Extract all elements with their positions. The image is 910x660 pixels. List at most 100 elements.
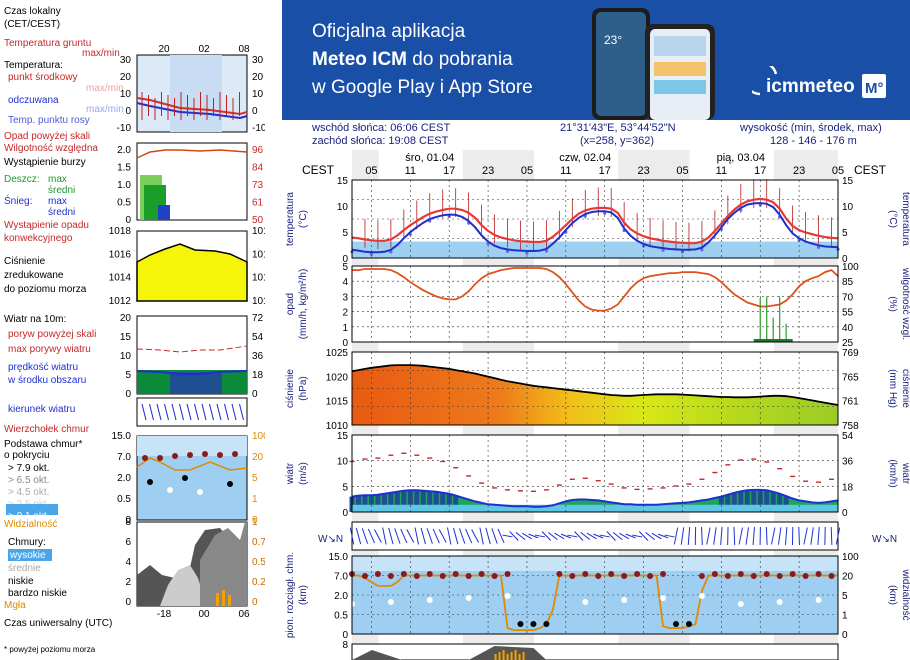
wind-speed-column [725, 494, 731, 512]
wind-direction-arrow [752, 527, 755, 545]
cover-area [352, 650, 402, 660]
wind-direction-arrow [745, 527, 749, 545]
wind-speed-column [738, 491, 744, 512]
wind-speed-column [394, 491, 400, 512]
legend-right-tick: 20 [252, 72, 264, 83]
wind-speed-column [362, 495, 368, 512]
legend-temp-maxmin: max/min [86, 83, 124, 94]
info-bar: wschód słońca: 06:06 CEST zachód słońca:… [282, 120, 910, 150]
wind-direction-arrow [509, 531, 519, 541]
legend-right-tick: 100 [252, 431, 265, 442]
legend-direction-arrow [224, 403, 229, 421]
icmmeteo-logo: icmmeteo M° [752, 66, 886, 98]
right-axis-tick: 20 [842, 572, 854, 583]
cloud-top-dot [789, 571, 796, 577]
legend-cloud-dot [232, 451, 238, 457]
left-axis-tick: 15 [337, 431, 349, 442]
wind-direction-arrow [426, 528, 433, 544]
legend-dew: Temp. punktu rosy [8, 115, 90, 126]
hour-tick: 11 [405, 165, 416, 177]
legend-cloud-dot [147, 479, 153, 485]
wind-direction-arrow [560, 533, 571, 539]
wind-direction-arrow [485, 527, 491, 545]
legend-left-tick: 2 [125, 577, 131, 588]
cover-area [468, 646, 547, 660]
left-axis-unit: (m/s) [298, 462, 309, 485]
left-axis-tick: 1010 [326, 421, 349, 432]
left-axis-unit: (hPa) [298, 376, 309, 400]
cloud-top-dot [556, 571, 563, 577]
legend-opad-scale: Opad powyżej skali [4, 131, 90, 142]
wind-direction-arrow [388, 527, 394, 545]
logo-brand: icmmeteo [766, 76, 855, 97]
cloud-top-dot [634, 571, 641, 577]
right-axis-tick: 100 [842, 262, 859, 273]
logo-badge: M° [865, 80, 884, 97]
legend-time-label-2: (CET/CEST) [4, 19, 60, 30]
legend-direction-arrow [149, 403, 154, 421]
legend-ground-temp: Temperatura gruntu [4, 38, 91, 49]
wind-direction-arrow [632, 534, 643, 538]
legend-left-tick: 0 [125, 515, 131, 526]
cloud-top-dot [660, 571, 667, 577]
wind-direction-arrow [541, 531, 552, 541]
legend-right-tick: 1 [252, 494, 258, 505]
cloud-top-dot [698, 573, 705, 579]
left-axis-label: wiatr [285, 462, 296, 485]
wind-speed-column [381, 493, 387, 512]
right-axis-label: ciśnienie [900, 369, 910, 408]
right-axis-unit: (°C) [887, 210, 898, 228]
cloud-top-dot [374, 571, 381, 577]
legend-footnote: * powyżej poziomu morza [4, 645, 96, 654]
cloud-top-dot [439, 573, 446, 579]
wind-speed-column [718, 496, 724, 512]
cloud-top-dot [413, 573, 420, 579]
legend-snow-avg-label: średni [48, 207, 75, 218]
cloud-top-dot [724, 573, 731, 579]
height-values: 128 - 146 - 176 m [770, 135, 857, 147]
wind-direction-arrow [810, 527, 814, 545]
wind-low-band [352, 504, 838, 512]
wind-direction-arrow [446, 527, 452, 545]
app-banner[interactable]: Oficjalna aplikacja Meteo ICM do pobrani… [282, 0, 910, 120]
wind-direction-arrow [367, 528, 375, 544]
wind-direction-arrow [706, 527, 711, 545]
wind-direction-arrow [680, 527, 685, 545]
cloud-base-dot [815, 597, 822, 603]
left-axis-tick: 2 [342, 308, 348, 319]
hour-tick: 05 [832, 165, 844, 177]
legend-left-tick: 20 [120, 313, 132, 324]
legend-okt-highlight [6, 504, 58, 515]
legend-wind-speed-2: w środku obszaru [7, 375, 86, 386]
wind-direction-arrow [534, 534, 545, 538]
wind-direction-arrow [355, 527, 362, 545]
wind-speed-column [440, 492, 446, 512]
left-axis-tick: 1015 [326, 397, 349, 408]
legend-cloud-dot [217, 452, 223, 458]
right-axis-tick: 758 [842, 421, 859, 432]
cloud-top-dot [608, 571, 615, 577]
legend-humidity-line [136, 149, 248, 159]
wind-direction-arrow [798, 527, 800, 545]
wind-frame [351, 434, 839, 513]
wind-direction-arrow [414, 527, 420, 545]
wind-direction-arrow [502, 534, 513, 538]
wind-direction-arrow [580, 531, 591, 541]
wind-speed-column [744, 490, 750, 512]
dew-point-dot [525, 251, 529, 255]
clouds-frame [351, 555, 839, 635]
legend-panel: Czas lokalny (CET/CEST) 20 02 08 Temperatu… [4, 6, 265, 654]
legend-wind-speed [136, 370, 248, 375]
left-axis-tick: 1 [342, 323, 348, 334]
right-axis-tick: 0 [842, 254, 848, 265]
left-axis-tick: 0 [342, 254, 348, 265]
left-axis-label: opad [285, 293, 296, 315]
wind-direction-arrow [638, 531, 649, 541]
hour-tick: 23 [637, 165, 649, 177]
cloud-top-dot [569, 573, 576, 579]
legend-left-tick: 1014 [109, 273, 132, 284]
wind-direction-arrow [784, 527, 788, 545]
legend-direction-arrow [201, 403, 207, 421]
legend-left-tick: 5 [125, 370, 131, 381]
